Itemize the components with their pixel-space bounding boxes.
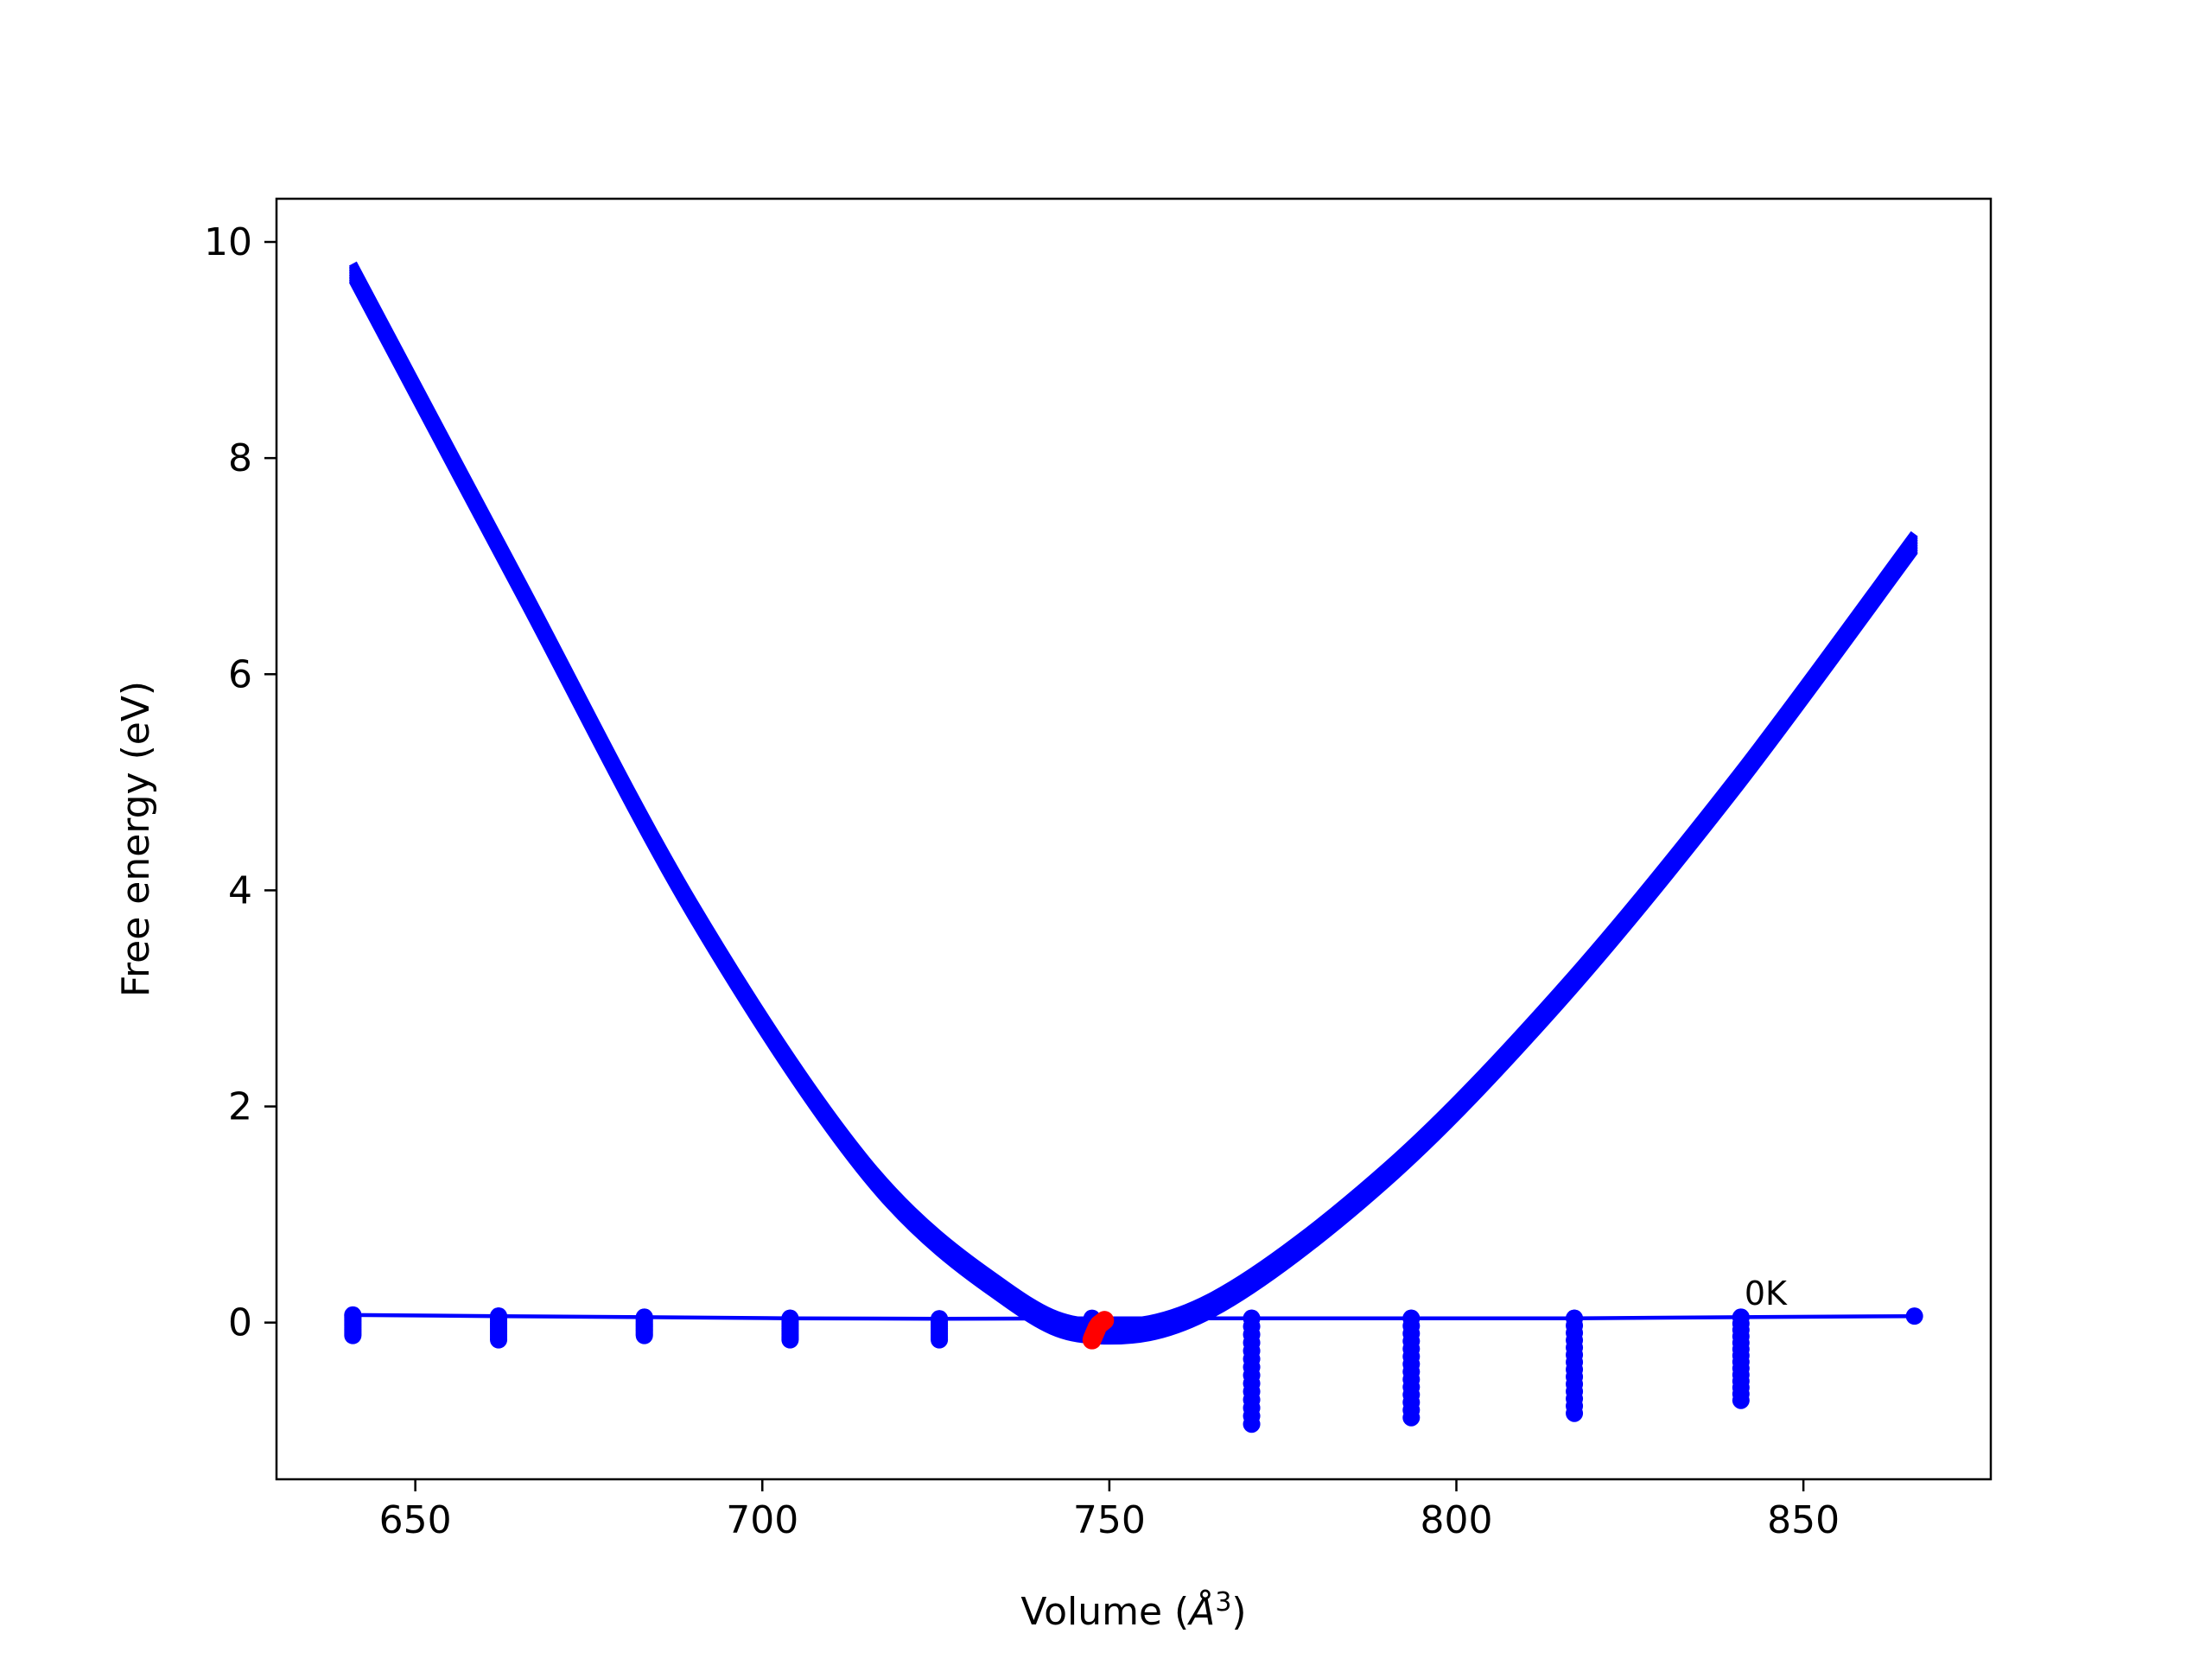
y-tick-label: 10 [204,220,252,264]
axes [275,197,1993,1481]
y-tick-label: 8 [228,436,252,480]
energy-point [1732,1391,1750,1409]
x-axis-ticks: 650 700 750 800 850 [379,1479,1840,1542]
energy-point [931,1331,949,1349]
minimum-point [1095,1311,1115,1331]
x-tick-label: 700 [726,1498,798,1542]
energy-point [344,1326,362,1344]
fit-curve [348,278,1918,1345]
x-tick-label: 850 [1767,1498,1840,1542]
energy-point [635,1326,653,1344]
energy-point [490,1331,508,1349]
y-axis-ticks: 0 2 4 6 8 10 [204,220,276,1345]
y-axis-label: Free energy (eV) [114,681,158,997]
energy-point [781,1331,799,1349]
y-tick-label: 4 [228,868,252,912]
plot-area: 0K [344,261,1923,1433]
y-tick-label: 0 [228,1301,252,1345]
energy-point [1402,1408,1421,1427]
annotation-label: 0K [1745,1274,1788,1313]
energy-point [1243,1415,1261,1433]
x-tick-label: 650 [379,1498,452,1542]
point-0k [1905,1307,1923,1325]
x-tick-label: 800 [1421,1498,1493,1542]
x-axis-label: Volume (Å3) [1020,1587,1246,1634]
axes-frame [275,197,1993,1481]
y-tick-label: 6 [228,652,252,696]
energy-point [1566,1404,1584,1422]
x-tick-label: 750 [1073,1498,1146,1542]
plot-marks [344,261,1923,1433]
y-tick-label: 2 [228,1085,252,1129]
